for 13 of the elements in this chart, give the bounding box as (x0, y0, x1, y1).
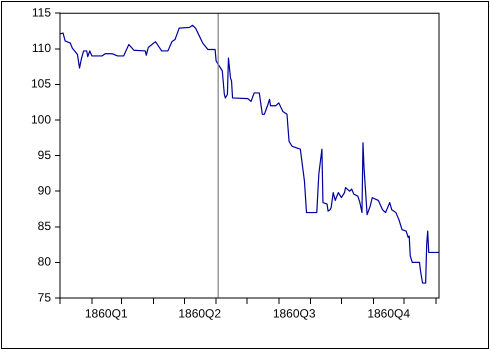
x-tick-label: 1860Q4 (367, 306, 410, 321)
y-tick-label: 80 (38, 254, 52, 269)
y-tick-label: 105 (30, 76, 52, 91)
x-tick-label: 1860Q1 (84, 306, 128, 321)
y-tick-label: 75 (38, 290, 52, 304)
x-tick-label: 1860Q2 (178, 306, 222, 321)
y-tick-label: 115 (32, 6, 52, 20)
x-tick-label: 1860Q3 (272, 306, 316, 321)
y-tick-label: 110 (32, 41, 52, 56)
y-tick-label: 90 (38, 184, 52, 198)
y-tick-label: 95 (38, 148, 52, 162)
y-tick-label: 85 (38, 219, 52, 234)
y-tick-label: 100 (30, 112, 52, 126)
